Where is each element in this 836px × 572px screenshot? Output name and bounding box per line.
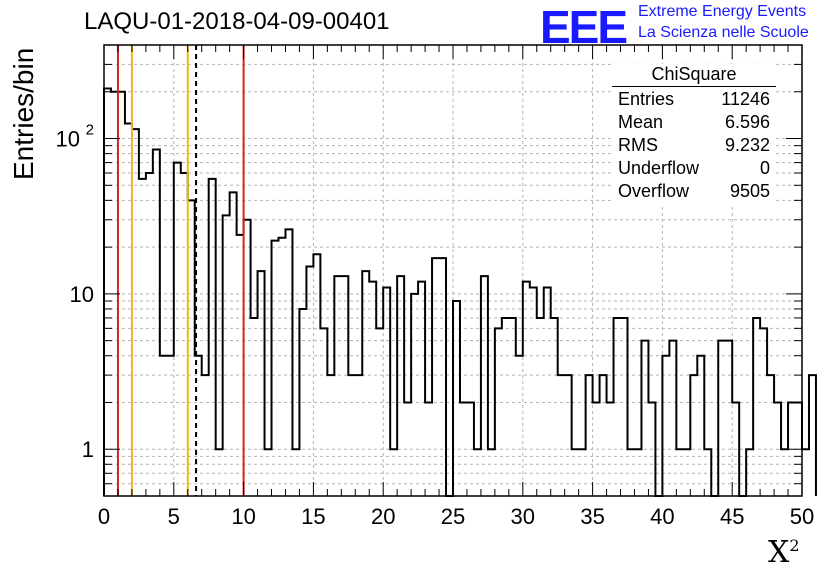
stats-label: Overflow [618,181,690,201]
x-tick-label: 45 [720,504,744,529]
histogram-outline [103,87,817,497]
x-tick-label: 15 [301,504,325,529]
x-tick-label: 30 [511,504,535,529]
stats-row-mean: Mean 6.596 [612,112,776,135]
stats-box: ChiSquare Entries 11246 Mean 6.596 RMS 9.23… [612,64,776,204]
x-tick-label: 25 [441,504,465,529]
stats-value: 11246 [721,89,770,109]
chart-title: LAQU-01-2018-04-09-00401 [84,8,390,35]
stats-label: Underflow [618,158,700,178]
logo-line-2: La Scienza nelle Scuole [638,24,809,41]
y-axis-label: Entries/bin [8,47,39,180]
stats-row-overflow: Overflow 9505 [612,181,776,204]
stats-row-underflow: Underflow 0 [612,158,776,181]
x-tick-label: 20 [371,504,395,529]
x-tick-label: 0 [98,504,110,529]
stats-label: RMS [618,135,658,155]
y-tick-label: 1 [82,437,94,462]
eee-logo: EEE [540,1,628,53]
stats-label: Entries [618,89,675,109]
x-tick-label: 35 [580,504,604,529]
x-tick-label: 50 [790,504,814,529]
x-axis-label-sup: 2 [789,536,800,555]
stats-label: Mean [618,112,664,132]
stats-value: 9.232 [724,135,770,155]
logo-line-1: Extreme Energy Events [638,3,807,20]
y-tick-label-exponent: 2 [86,122,94,139]
stats-title: ChiSquare [612,64,776,87]
x-tick-label: 10 [231,504,255,529]
stats-value: 0 [759,158,770,178]
x-axis-label: X2 [768,535,800,570]
x-tick-label: 5 [168,504,180,529]
y-tick-label: 10 [70,282,94,307]
stats-row-entries: Entries 11246 [612,89,776,112]
x-tick-label: 40 [650,504,674,529]
stats-row-rms: RMS 9.232 [612,135,776,158]
y-tick-label: 10 [56,127,80,152]
stats-value: 6.596 [724,112,770,132]
stats-value: 9505 [729,181,770,201]
x-axis-label-main: X [768,535,790,570]
